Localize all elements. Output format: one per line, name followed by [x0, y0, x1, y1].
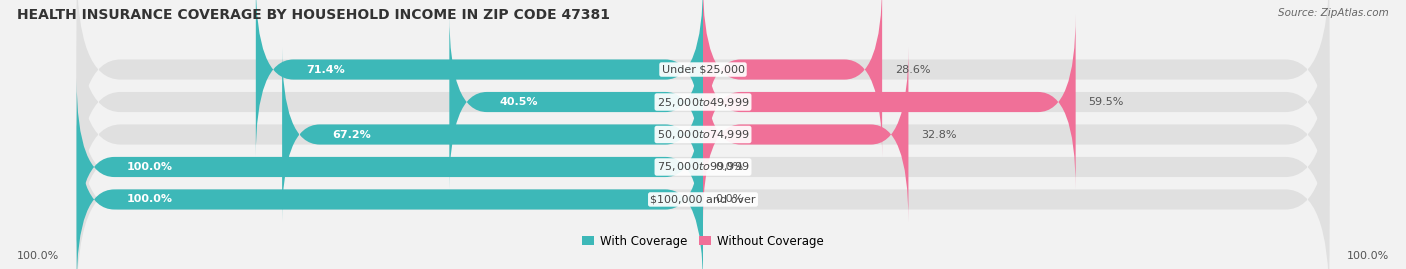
FancyBboxPatch shape — [77, 0, 1329, 206]
Text: 32.8%: 32.8% — [921, 129, 956, 140]
FancyBboxPatch shape — [77, 112, 703, 269]
Text: $100,000 and over: $100,000 and over — [650, 194, 756, 204]
Text: 0.0%: 0.0% — [716, 162, 744, 172]
Text: Source: ZipAtlas.com: Source: ZipAtlas.com — [1278, 8, 1389, 18]
Text: $75,000 to $99,999: $75,000 to $99,999 — [657, 161, 749, 174]
Text: 0.0%: 0.0% — [716, 194, 744, 204]
FancyBboxPatch shape — [450, 15, 703, 189]
FancyBboxPatch shape — [77, 0, 1329, 173]
FancyBboxPatch shape — [77, 63, 1329, 269]
Legend: With Coverage, Without Coverage: With Coverage, Without Coverage — [578, 230, 828, 253]
Text: 59.5%: 59.5% — [1088, 97, 1123, 107]
Text: 100.0%: 100.0% — [17, 251, 59, 261]
FancyBboxPatch shape — [77, 96, 1329, 269]
Text: 67.2%: 67.2% — [332, 129, 371, 140]
FancyBboxPatch shape — [256, 0, 703, 157]
Text: $25,000 to $49,999: $25,000 to $49,999 — [657, 95, 749, 108]
Text: HEALTH INSURANCE COVERAGE BY HOUSEHOLD INCOME IN ZIP CODE 47381: HEALTH INSURANCE COVERAGE BY HOUSEHOLD I… — [17, 8, 610, 22]
FancyBboxPatch shape — [703, 0, 882, 157]
FancyBboxPatch shape — [283, 47, 703, 222]
FancyBboxPatch shape — [703, 15, 1076, 189]
FancyBboxPatch shape — [77, 80, 703, 254]
FancyBboxPatch shape — [703, 47, 908, 222]
Text: 100.0%: 100.0% — [127, 162, 173, 172]
Text: 40.5%: 40.5% — [499, 97, 538, 107]
Text: 100.0%: 100.0% — [127, 194, 173, 204]
Text: 71.4%: 71.4% — [307, 65, 344, 75]
Text: 28.6%: 28.6% — [894, 65, 931, 75]
FancyBboxPatch shape — [77, 31, 1329, 238]
Text: $50,000 to $74,999: $50,000 to $74,999 — [657, 128, 749, 141]
Text: 100.0%: 100.0% — [1347, 251, 1389, 261]
Text: Under $25,000: Under $25,000 — [661, 65, 745, 75]
